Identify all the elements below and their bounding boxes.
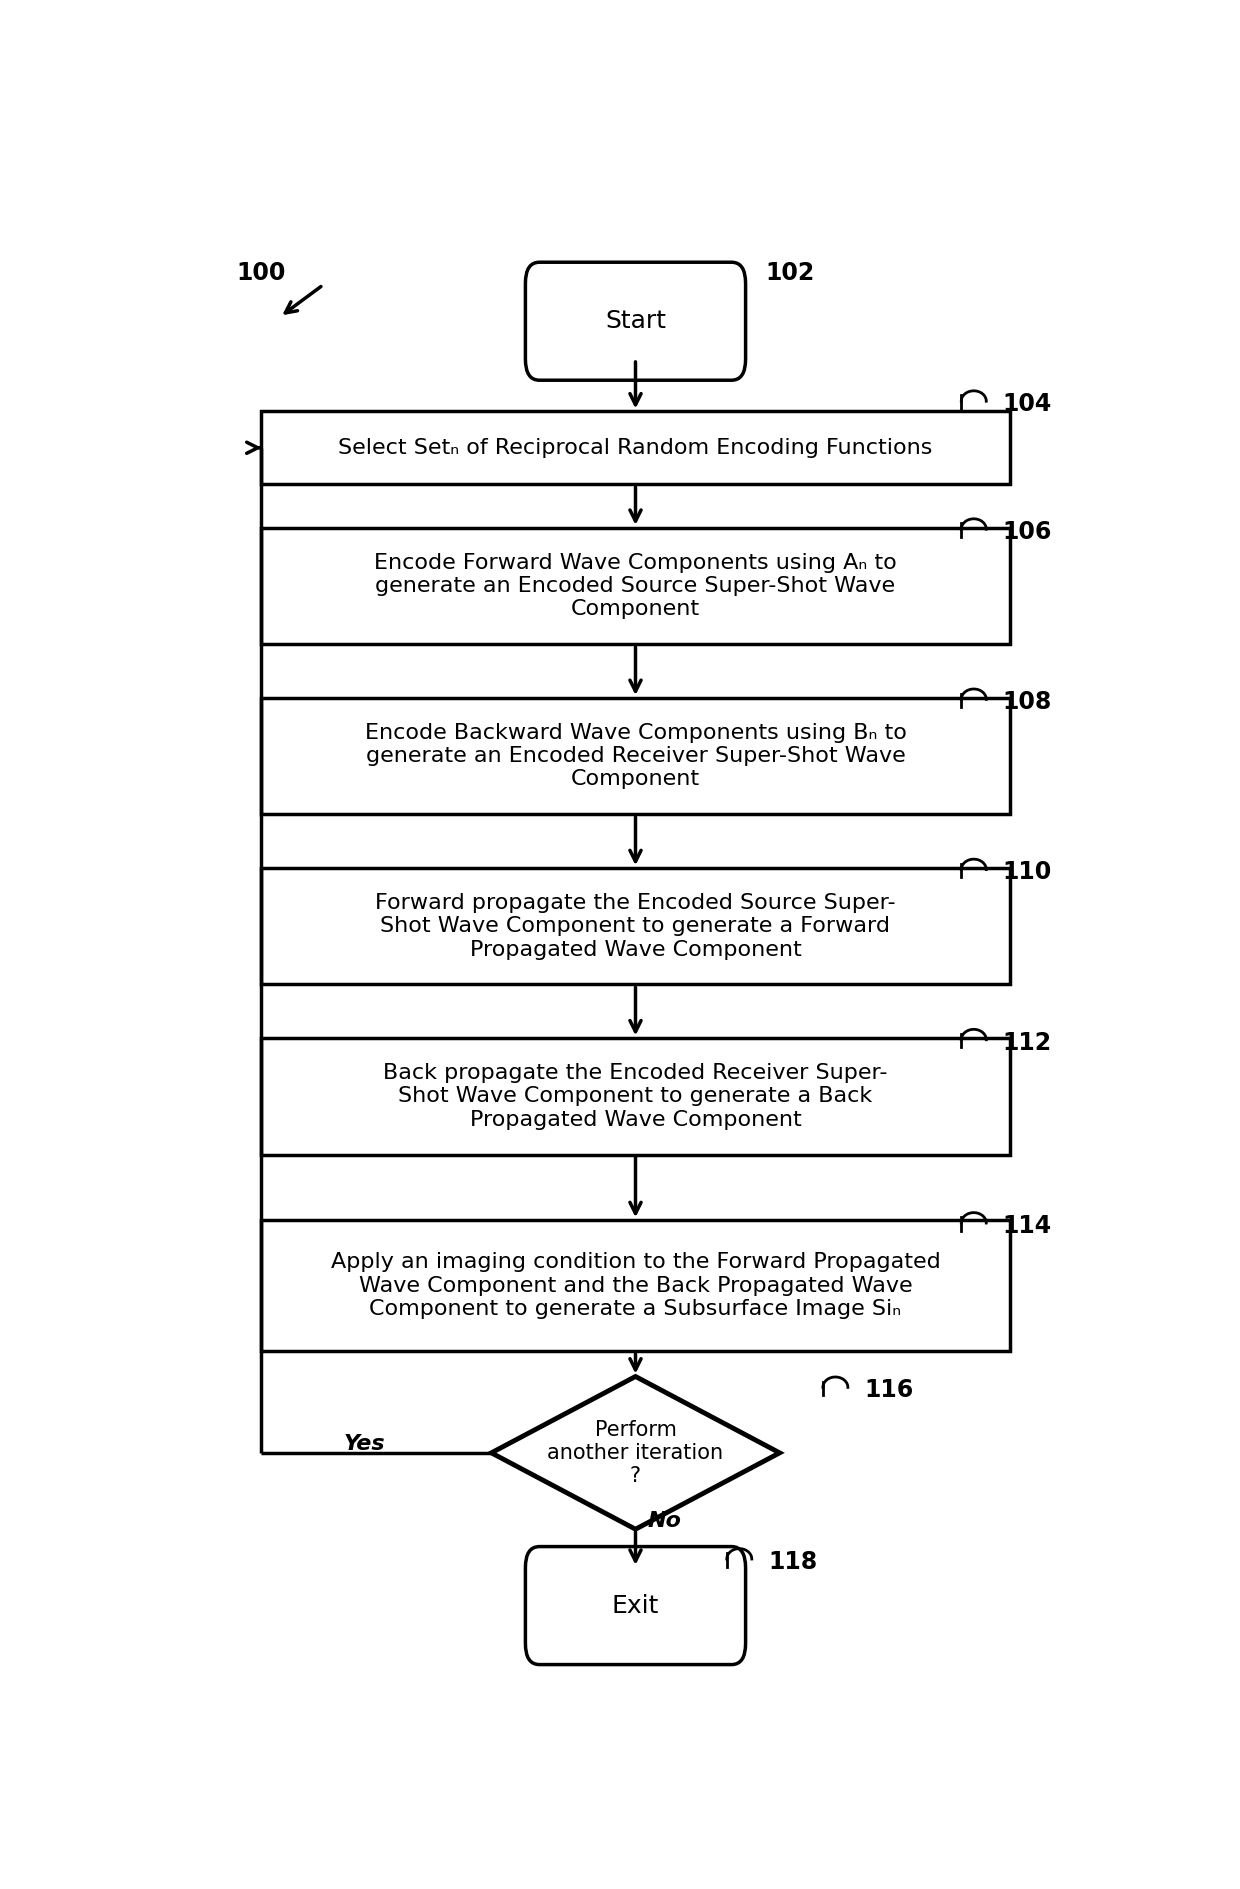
- Text: 100: 100: [237, 261, 286, 285]
- Text: Apply an imaging condition to the Forward Propagated
Wave Component and the Back: Apply an imaging condition to the Forwar…: [331, 1252, 940, 1319]
- Bar: [260, 412, 1011, 484]
- FancyBboxPatch shape: [526, 263, 745, 380]
- Text: 116: 116: [864, 1379, 914, 1402]
- Text: 118: 118: [768, 1551, 817, 1574]
- Bar: [260, 697, 1011, 814]
- Text: 110: 110: [1003, 861, 1052, 884]
- Text: 108: 108: [1003, 689, 1052, 714]
- Text: Back propagate the Encoded Receiver Super-
Shot Wave Component to generate a Bac: Back propagate the Encoded Receiver Supe…: [383, 1064, 888, 1130]
- Text: Exit: Exit: [611, 1594, 660, 1617]
- Text: Perform
another iteration
?: Perform another iteration ?: [547, 1421, 724, 1487]
- Text: 104: 104: [1003, 393, 1052, 416]
- Bar: [260, 869, 1011, 984]
- Text: Encode Backward Wave Components using Bₙ to
generate an Encoded Receiver Super-S: Encode Backward Wave Components using Bₙ…: [365, 723, 906, 790]
- Text: 106: 106: [1003, 519, 1052, 544]
- Polygon shape: [491, 1377, 780, 1530]
- Text: Start: Start: [605, 310, 666, 332]
- Text: Yes: Yes: [343, 1434, 386, 1455]
- Text: 112: 112: [1003, 1031, 1052, 1054]
- Text: 102: 102: [765, 261, 815, 285]
- Bar: [260, 1039, 1011, 1154]
- Text: No: No: [649, 1511, 682, 1532]
- Text: 114: 114: [1003, 1215, 1052, 1237]
- Text: Forward propagate the Encoded Source Super-
Shot Wave Component to generate a Fo: Forward propagate the Encoded Source Sup…: [376, 893, 895, 960]
- Text: Select Setₙ of Reciprocal Random Encoding Functions: Select Setₙ of Reciprocal Random Encodin…: [339, 438, 932, 457]
- Text: Encode Forward Wave Components using Aₙ to
generate an Encoded Source Super-Shot: Encode Forward Wave Components using Aₙ …: [374, 553, 897, 620]
- Bar: [260, 527, 1011, 644]
- FancyBboxPatch shape: [526, 1547, 745, 1664]
- Bar: [260, 1220, 1011, 1351]
